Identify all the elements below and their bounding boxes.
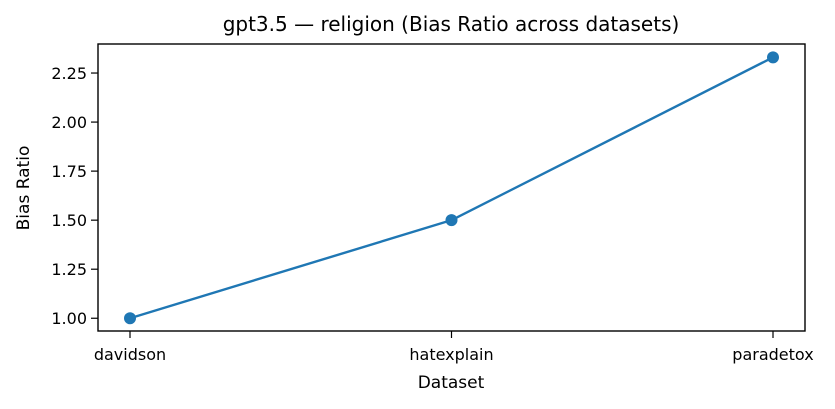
y-axis-label: Bias Ratio — [14, 146, 34, 231]
chart-title: gpt3.5 — religion (Bias Ratio across dat… — [223, 12, 680, 36]
x-tick-label: hatexplain — [409, 345, 493, 364]
plot-frame — [97, 43, 806, 332]
y-tick-label: 1.25 — [51, 260, 87, 279]
x-axis-label: Dataset — [418, 373, 485, 393]
data-point — [124, 312, 136, 325]
x-axis-ticks: davidson hatexplain paradetox — [94, 331, 814, 364]
y-tick-label: 2.25 — [51, 64, 87, 83]
y-tick-label: 1.50 — [51, 211, 87, 230]
y-tick-label: 1.75 — [51, 162, 87, 181]
y-tick-label: 2.00 — [51, 113, 87, 132]
y-tick-label: 1.00 — [51, 309, 87, 328]
x-tick-label: davidson — [94, 345, 166, 364]
y-axis-ticks: 1.00 1.25 1.50 1.75 2.00 2.25 — [51, 64, 98, 328]
data-point — [445, 214, 458, 227]
data-point — [767, 51, 779, 64]
x-tick-label: paradetox — [732, 345, 813, 364]
series-layer — [124, 51, 779, 325]
